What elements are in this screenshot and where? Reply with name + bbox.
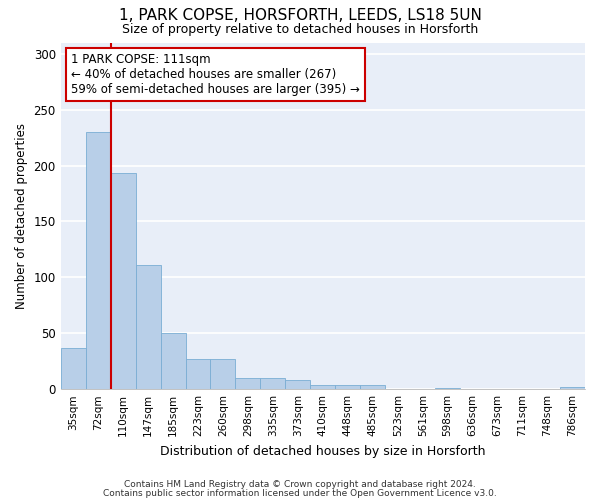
X-axis label: Distribution of detached houses by size in Horsforth: Distribution of detached houses by size …: [160, 444, 485, 458]
Bar: [310, 384, 335, 389]
Text: Size of property relative to detached houses in Horsforth: Size of property relative to detached ho…: [122, 22, 478, 36]
Bar: [435, 388, 460, 389]
Bar: [185, 359, 211, 389]
Bar: [211, 359, 235, 389]
Text: Contains public sector information licensed under the Open Government Licence v3: Contains public sector information licen…: [103, 488, 497, 498]
Bar: [560, 387, 585, 389]
Bar: [235, 378, 260, 389]
Y-axis label: Number of detached properties: Number of detached properties: [15, 123, 28, 309]
Bar: [286, 380, 310, 389]
Bar: [335, 384, 360, 389]
Text: 1 PARK COPSE: 111sqm
← 40% of detached houses are smaller (267)
59% of semi-deta: 1 PARK COPSE: 111sqm ← 40% of detached h…: [71, 53, 360, 96]
Bar: [136, 265, 161, 389]
Bar: [86, 132, 110, 389]
Bar: [61, 348, 86, 389]
Bar: [260, 378, 286, 389]
Text: Contains HM Land Registry data © Crown copyright and database right 2024.: Contains HM Land Registry data © Crown c…: [124, 480, 476, 489]
Text: 1, PARK COPSE, HORSFORTH, LEEDS, LS18 5UN: 1, PARK COPSE, HORSFORTH, LEEDS, LS18 5U…: [119, 8, 481, 22]
Bar: [360, 384, 385, 389]
Bar: [161, 334, 185, 389]
Bar: [110, 174, 136, 389]
